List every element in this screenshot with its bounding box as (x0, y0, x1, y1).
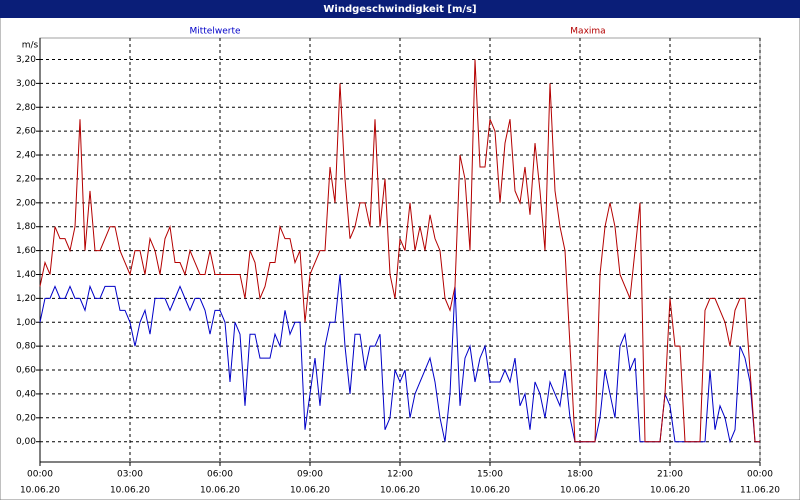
x-tick-label: 10.06.20 (380, 486, 420, 496)
x-tick-label: 12:00 (387, 470, 413, 480)
y-tick-label: 1,40 (16, 270, 36, 280)
y-tick-label: 0,80 (16, 342, 36, 352)
x-tick-label: 10.06.20 (20, 486, 60, 496)
title-bar (0, 0, 800, 18)
x-tick-label: 10.06.20 (110, 486, 150, 496)
x-tick-label: 06:00 (207, 470, 233, 480)
y-tick-label: 3,00 (16, 79, 36, 89)
series-line (39, 274, 760, 444)
y-tick-label: 2,40 (16, 151, 36, 161)
chart-title: Windgeschwindigkeit [m/s] (323, 4, 476, 15)
legend-label: Maxima (570, 27, 605, 37)
x-tick-label: 10.06.20 (470, 486, 510, 496)
y-unit: m/s (22, 41, 39, 51)
x-tick-label: 15:00 (477, 470, 503, 480)
y-tick-label: 0,40 (16, 389, 36, 399)
y-tick-label: 1,20 (16, 294, 36, 304)
y-tick-label: 0,20 (16, 413, 36, 423)
x-tick-label: 10.06.20 (560, 486, 600, 496)
x-tick-label: 10.06.20 (650, 486, 690, 496)
x-tick-label: 18:00 (567, 470, 593, 480)
y-tick-label: 0,00 (16, 437, 36, 447)
y-tick-label: 0,60 (16, 366, 36, 376)
x-tick-label: 03:00 (117, 470, 143, 480)
x-tick-label: 10.06.20 (290, 486, 330, 496)
legend-label: Mittelwerte (189, 27, 240, 37)
series-line (39, 59, 760, 443)
y-tick-label: 2,20 (16, 174, 36, 184)
y-tick-label: 2,80 (16, 103, 36, 113)
y-tick-label: 1,00 (16, 318, 36, 328)
y-tick-label: 1,60 (16, 246, 36, 256)
y-tick-label: 3,20 (16, 55, 36, 65)
x-tick-label: 21:00 (657, 470, 683, 480)
x-tick-label: 00:00 (27, 470, 53, 480)
x-tick-label: 00:00 (747, 470, 773, 480)
y-tick-label: 2,00 (16, 198, 36, 208)
x-tick-label: 10.06.20 (200, 486, 240, 496)
y-tick-label: 1,80 (16, 222, 36, 232)
x-tick-label: 11.06.20 (740, 486, 780, 496)
x-tick-label: 09:00 (297, 470, 323, 480)
y-tick-label: 2,60 (16, 127, 36, 137)
